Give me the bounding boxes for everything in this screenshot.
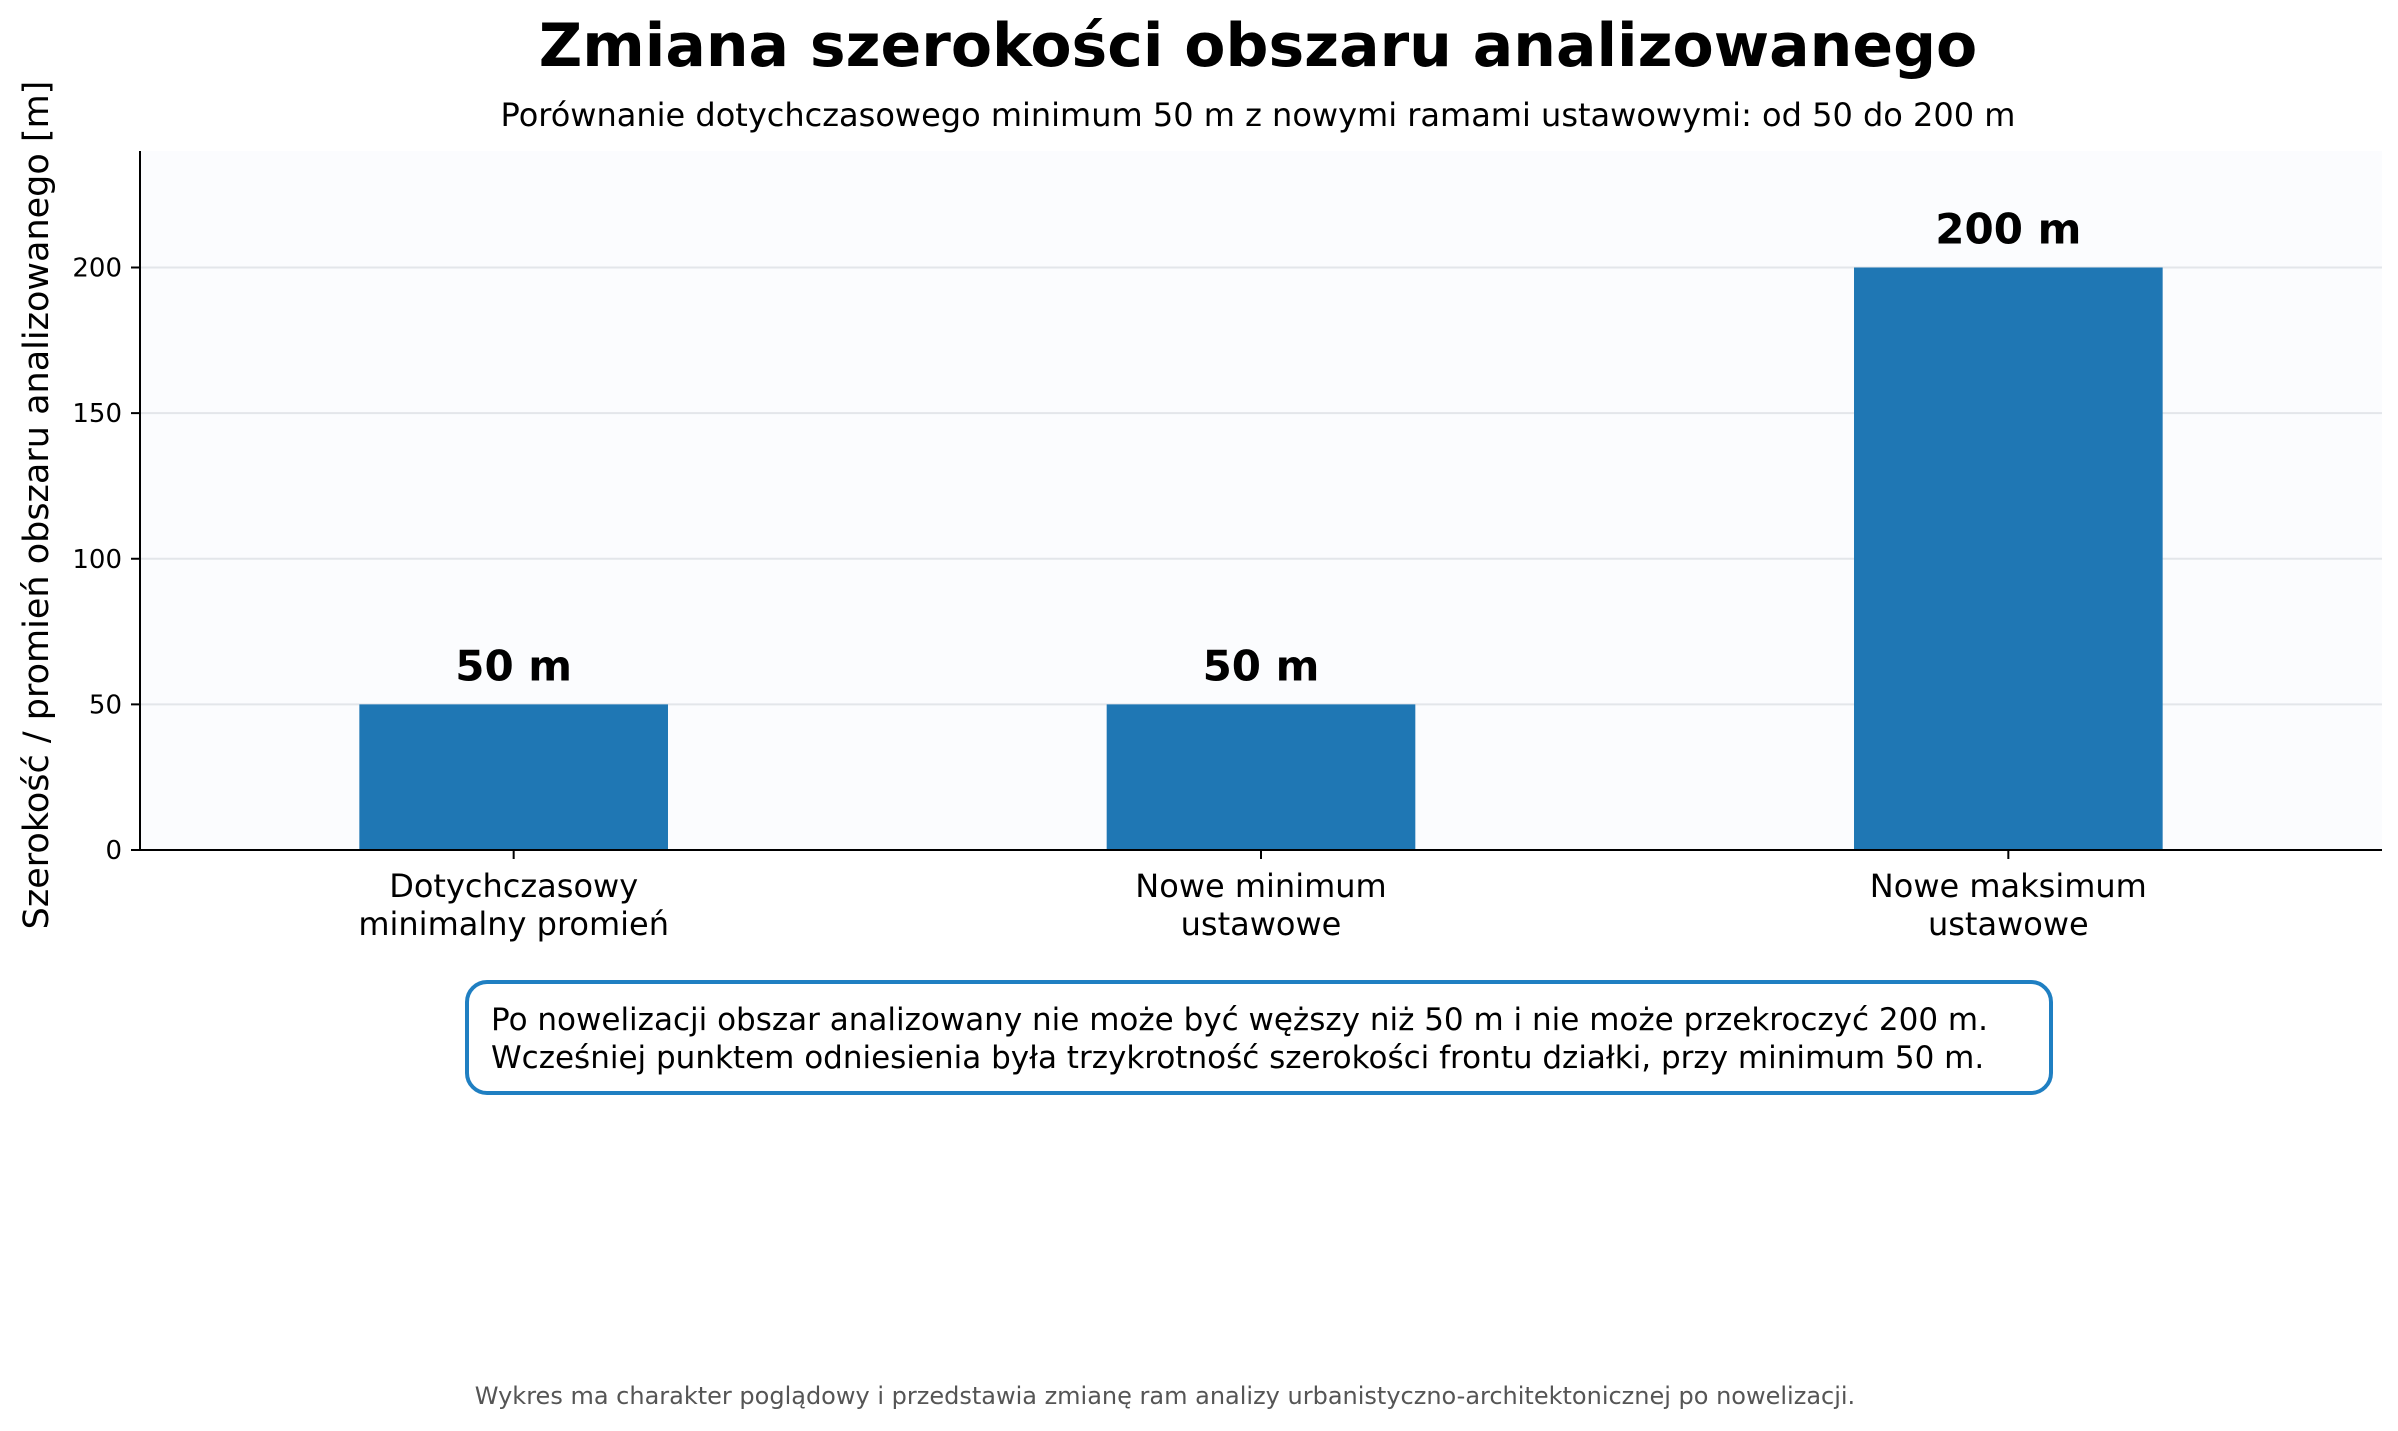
annotation-box: Po nowelizacji obszar analizowany nie mo… (465, 980, 2053, 1095)
annotation-line-2: Wcześniej punktem odniesienia była trzyk… (491, 1040, 1985, 1076)
bar (359, 704, 668, 850)
bar (1854, 267, 2163, 850)
y-tick-label: 0 (105, 836, 122, 866)
y-tick-label: 100 (72, 545, 122, 575)
data-label: 50 m (455, 641, 572, 690)
annotation-line-1: Po nowelizacji obszar analizowany nie mo… (491, 1002, 1988, 1038)
data-label: 50 m (1203, 641, 1320, 690)
data-label: 200 m (1935, 205, 2081, 254)
bar (1106, 704, 1416, 850)
y-tick-label: 50 (89, 690, 122, 720)
x-tick-label: Nowe minimum ustawowe (1135, 867, 1386, 943)
y-tick-label: 200 (72, 254, 122, 284)
x-tick-label: Dotychczasowy minimalny promień (358, 867, 669, 943)
data-labels: 50 m 50 m 200 m (455, 205, 2081, 691)
chart-title: Zmiana szerokości obszaru analizowanego (539, 11, 1978, 81)
axes: 0 50 100 150 200 Dotychczasowy minimalny promi… (72, 151, 2382, 943)
x-tick-label: Nowe maksimum ustawowe (1870, 867, 2147, 943)
y-tick-label: 150 (72, 399, 122, 429)
bars (359, 267, 2163, 850)
footnote: Wykres ma charakter poglądowy i przedsta… (474, 1382, 1856, 1410)
chart-subtitle: Porównanie dotychczasowego minimum 50 m … (501, 96, 2016, 134)
y-axis-label: Szerokość / promień obszaru analizowaneg… (17, 81, 57, 930)
